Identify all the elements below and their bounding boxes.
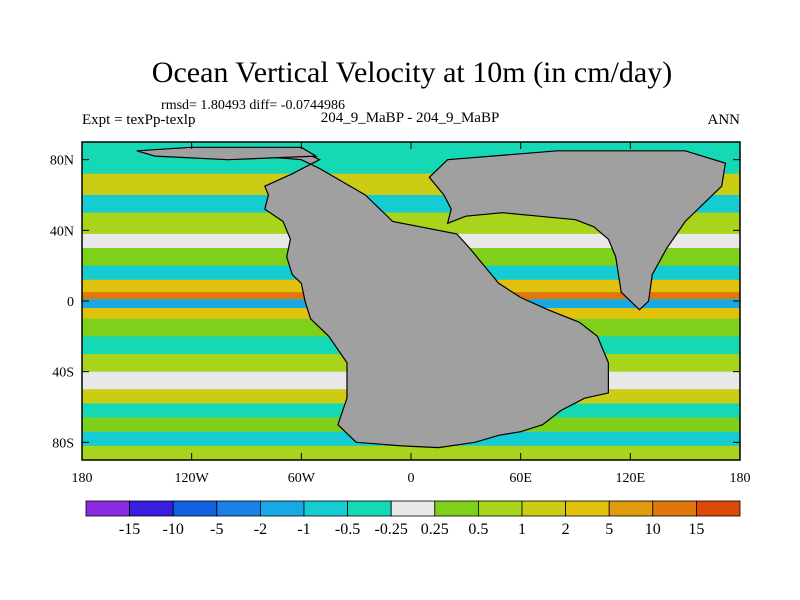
colorbar-label: 2 (562, 521, 570, 538)
colorbar-swatch (696, 500, 741, 517)
y-tick-label: 80N (50, 154, 74, 169)
colorbar-label: -10 (163, 521, 184, 538)
colorbar: -15 -10 -5 -2 -1 -0.5 -0.25 0.25 0.5 1 2 5 10 15 (85, 500, 741, 538)
colorbar-label: -15 (119, 521, 140, 538)
colorbar-swatch (434, 500, 479, 517)
plot-area (82, 142, 740, 460)
colorbar-swatch (303, 500, 348, 517)
x-tick-label: 60E (509, 471, 532, 486)
land-eurasia (428, 150, 727, 311)
colorbar-swatch (608, 500, 654, 517)
colorbar-label: -0.25 (375, 521, 408, 538)
colorbar-swatch (216, 500, 261, 517)
colorbar-swatch (390, 500, 436, 517)
colorbar-swatch (565, 500, 610, 517)
x-tick-label: 120W (175, 471, 210, 486)
x-tick-label: 120E (616, 471, 646, 486)
stats-line: rmsd= 1.80493 diff= -0.0744986 (161, 98, 345, 113)
colorbar-label: 5 (605, 521, 613, 538)
colorbar-label: -0.5 (335, 521, 360, 538)
left-label: Expt = texPp-texlp (82, 112, 195, 128)
colorbar-label: 0.5 (468, 521, 488, 538)
colorbar-label: 0.25 (421, 521, 449, 538)
colorbar-swatch (652, 500, 697, 517)
colorbar-label: -1 (297, 521, 310, 538)
colorbar-label: 1 (518, 521, 526, 538)
y-tick-label: 0 (67, 295, 74, 310)
colorbar-swatch (129, 500, 174, 517)
land-masses (136, 146, 727, 449)
x-tick-label: 180 (730, 471, 751, 486)
center-label: 204_9_MaBP - 204_9_MaBP (321, 110, 500, 126)
chart-title: Ocean Vertical Velocity at 10m (in cm/da… (152, 56, 672, 89)
colorbar-swatch (521, 500, 566, 517)
colorbar-label: -5 (210, 521, 223, 538)
colorbar-swatch (172, 500, 218, 517)
right-label: ANN (708, 112, 741, 128)
land-americas (173, 150, 610, 449)
colorbar-label: 15 (688, 521, 704, 538)
x-tick-label: 0 (408, 471, 415, 486)
colorbar-label: 10 (645, 521, 661, 538)
x-tick-label: 180 (72, 471, 93, 486)
x-tick-label: 60W (288, 471, 316, 486)
colorbar-swatch (85, 500, 130, 517)
colorbar-swatch (347, 500, 392, 517)
y-tick-label: 40N (50, 224, 74, 239)
x-axis: 180 120W 60W 0 60E 120E 180 (72, 142, 751, 486)
y-tick-label: 40S (52, 366, 74, 381)
velocity-band (82, 445, 740, 460)
colorbar-label: -2 (254, 521, 267, 538)
colorbar-swatch (259, 500, 305, 517)
y-tick-label: 80S (52, 436, 74, 451)
colorbar-swatch (477, 500, 523, 517)
y-axis: 80N 40N 0 40S 80S (50, 154, 740, 451)
